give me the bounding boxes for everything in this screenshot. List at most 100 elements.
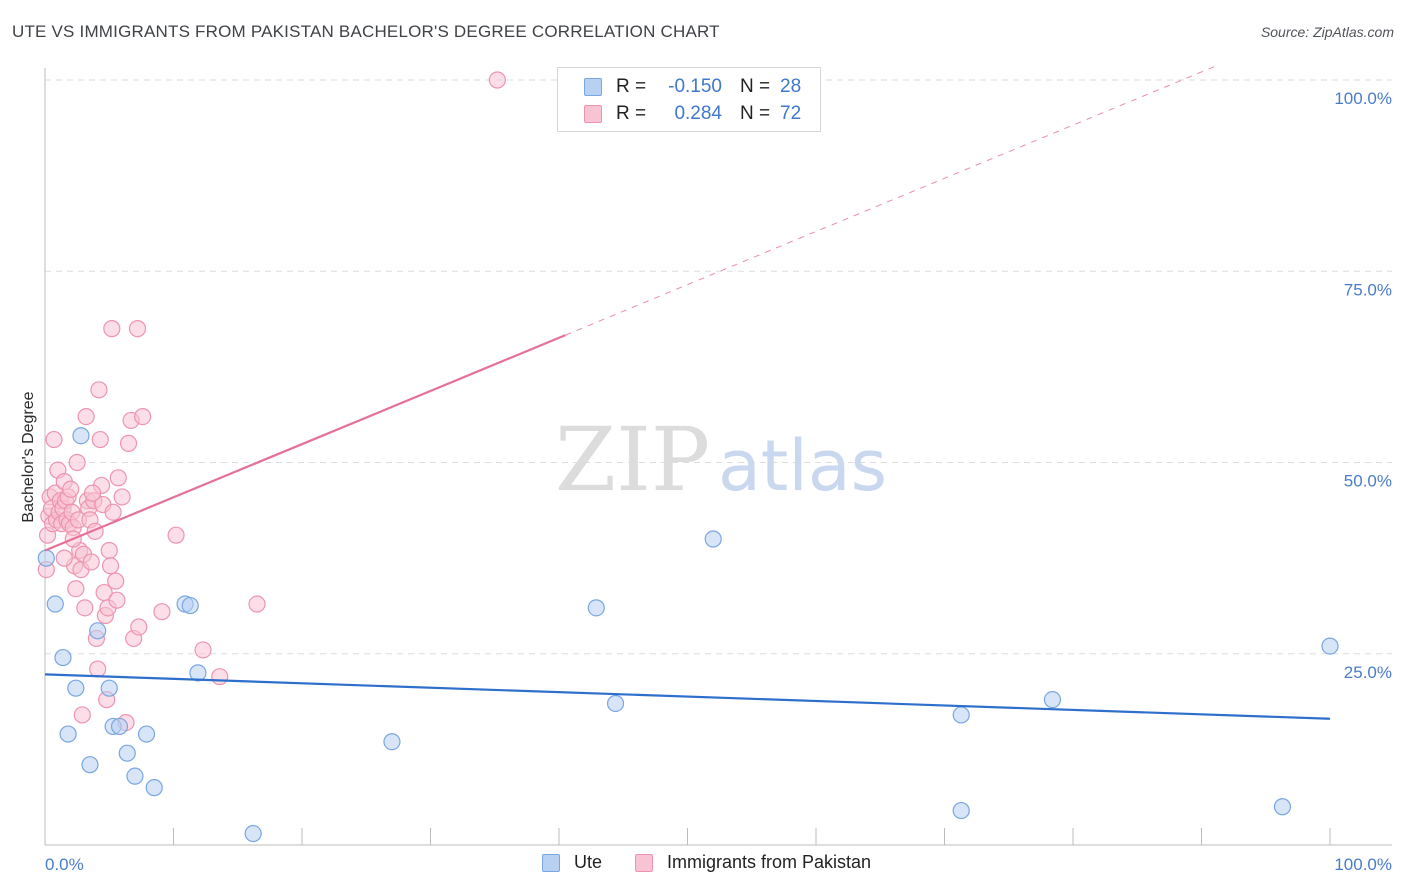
legend-n-label: N = (740, 76, 771, 97)
x-tick-label: 100.0% (1334, 855, 1392, 874)
pakistan-point (211, 668, 229, 686)
pakistan-point (68, 453, 86, 472)
pakistan-point (91, 430, 109, 449)
pakistan-point (104, 503, 122, 521)
ute-point (1043, 691, 1062, 709)
pakistan-point (108, 591, 126, 609)
legend-item-pakistan[interactable]: Immigrants from Pakistan (635, 852, 871, 873)
ute-point (67, 679, 85, 697)
x-tick-labels: 0.0% 100.0% (45, 855, 1392, 874)
ute-point (383, 733, 401, 751)
pakistan-point (107, 572, 125, 590)
pakistan-point (89, 660, 107, 678)
legend-row-ute: R = -0.150 N = 28 (584, 74, 801, 100)
pakistan-point (76, 599, 94, 617)
y-tick-label: 75.0% (1344, 280, 1392, 299)
y-tick-labels: 25.0% 50.0% 75.0% 100.0% (1334, 89, 1392, 682)
ute-point (59, 725, 77, 743)
pakistan-point (248, 595, 266, 613)
ute-point (126, 767, 144, 785)
pakistan-point (100, 541, 118, 560)
legend-label-ute: Ute (574, 852, 603, 872)
ute-point (181, 596, 199, 615)
legend-label-pakistan: Immigrants from Pakistan (667, 852, 872, 872)
legend-swatch-ute (584, 78, 602, 96)
pakistan-trend-extension (565, 64, 1220, 336)
correlation-legend: R = -0.150 N = 28 R = 0.284 N = 72 (557, 67, 821, 132)
series-legend: Ute Immigrants from Pakistan (0, 852, 1406, 878)
pakistan-point (90, 381, 108, 399)
y-tick-label: 25.0% (1344, 663, 1392, 682)
watermark-atlas: atlas (718, 425, 887, 507)
legend-r-label: R = (616, 103, 647, 124)
legend-swatch-pakistan (635, 853, 653, 872)
pakistan-point (119, 434, 138, 452)
ute-point (54, 648, 72, 667)
pakistan-point (101, 557, 120, 575)
legend-n-value-ute: 28 (780, 76, 802, 97)
ute-point (110, 717, 129, 736)
ute-point (704, 530, 722, 548)
pakistan-point (194, 641, 212, 659)
pakistan-point (45, 430, 63, 449)
pakistan-point (130, 618, 148, 636)
pakistan-point (62, 480, 80, 498)
chart-title: UTE VS IMMIGRANTS FROM PAKISTAN BACHELOR… (12, 22, 720, 41)
legend-row-pakistan: R = 0.284 N = 72 (584, 101, 801, 127)
legend-r-value-ute: -0.150 (668, 76, 722, 97)
y-tick-label: 100.0% (1334, 89, 1392, 108)
series-ute-points (37, 427, 1339, 843)
pakistan-point (67, 580, 85, 598)
pakistan-point (82, 553, 100, 571)
ute-point (587, 599, 605, 617)
legend-n-label: N = (740, 103, 771, 124)
ute-point (606, 694, 625, 713)
ute-point (100, 679, 118, 697)
watermark: ZIP atlas (555, 408, 887, 511)
grid-lines (45, 79, 1392, 655)
pakistan-point (83, 484, 102, 502)
ute-point (137, 725, 156, 743)
pakistan-point (153, 603, 171, 621)
ute-trend-line (44, 673, 1331, 720)
legend-r-label: R = (616, 76, 647, 97)
ute-point (118, 744, 136, 762)
legend-r-value-pakistan: 0.284 (674, 103, 722, 124)
ute-point (244, 824, 262, 843)
pakistan-point (103, 320, 121, 338)
ute-point (72, 427, 90, 445)
ute-point (952, 706, 970, 724)
ute-point (1273, 798, 1292, 816)
ute-point (952, 801, 970, 820)
ute-point (46, 595, 64, 613)
pakistan-point (167, 526, 185, 544)
ute-point (189, 664, 207, 682)
pakistan-point (134, 408, 152, 426)
ute-point (145, 779, 163, 797)
legend-n-value-pakistan: 72 (780, 103, 802, 124)
ute-point (81, 756, 99, 774)
pakistan-point (109, 469, 127, 487)
watermark-zip: ZIP (555, 408, 710, 511)
ute-point (37, 549, 55, 567)
series-pakistan-points (37, 71, 506, 732)
pakistan-point (55, 549, 73, 567)
legend-swatch-pakistan (584, 105, 602, 123)
axes (44, 68, 1392, 846)
pakistan-trend-line (44, 334, 566, 552)
pakistan-point (128, 320, 147, 338)
pakistan-point (113, 488, 131, 506)
y-tick-label: 50.0% (1344, 472, 1392, 491)
pakistan-point (73, 706, 91, 724)
ute-point (1321, 637, 1339, 655)
legend-swatch-ute (542, 853, 560, 872)
trend-lines (44, 64, 1331, 720)
legend-item-ute[interactable]: Ute (542, 852, 602, 873)
ute-point (89, 622, 107, 640)
x-tick-label: 0.0% (45, 855, 84, 874)
pakistan-point (488, 71, 506, 89)
source-label: Source: ZipAtlas.com (1260, 24, 1394, 40)
pakistan-point (77, 408, 95, 426)
y-axis-label: Bachelor's Degree (20, 391, 37, 522)
